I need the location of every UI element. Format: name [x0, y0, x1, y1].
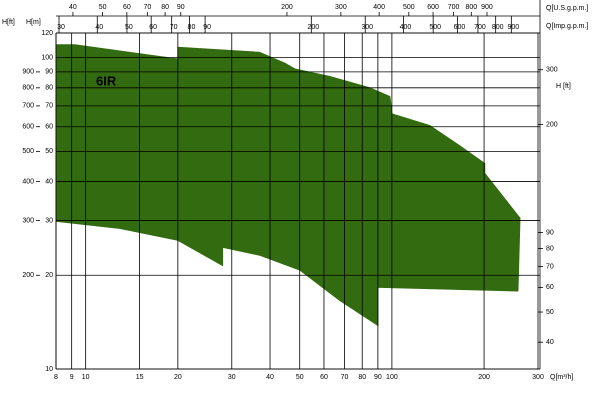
y-tick-label: 50	[45, 148, 53, 155]
x2-tick-label: 800	[465, 4, 477, 11]
x-tick-label: 15	[136, 374, 144, 381]
x2-tick-label: 90	[177, 4, 185, 11]
x2-tick-label: 80	[161, 4, 169, 11]
x3-tick-label: 500	[429, 24, 441, 31]
y2-tick-label: 90	[546, 229, 554, 236]
y-tick-label: 70	[45, 103, 53, 110]
x3-tick-label: 900	[507, 24, 519, 31]
x-tick-label: 60	[320, 374, 328, 381]
x3-tick-label: 60	[149, 24, 157, 31]
x2-tick-label: 40	[69, 4, 77, 11]
x-tick-label: 40	[266, 374, 274, 381]
x2-label: Q[U.S.g.p.m.]	[546, 5, 588, 12]
y2-tick-label: 300	[546, 67, 558, 74]
x3-tick-label: 80	[188, 24, 196, 31]
x-tick-label: 80	[358, 374, 366, 381]
x2-tick-label: 700	[448, 4, 460, 11]
x-tick-label: 70	[341, 374, 349, 381]
x3-tick-label: 200	[307, 24, 319, 31]
y2-label: H [ft]	[556, 83, 571, 90]
y3-tick-label: 300	[22, 217, 34, 224]
x3-label: Q[Imp.g.p.m.]	[546, 23, 588, 30]
x-tick-label: 20	[174, 374, 182, 381]
x2-tick-label: 50	[99, 4, 107, 11]
x3-tick-label: 700	[474, 24, 486, 31]
x-tick-label: 200	[478, 374, 490, 381]
x3-tick-label: 600	[454, 24, 466, 31]
y2-tick-label: 80	[546, 245, 554, 252]
y2-tick-label: 200	[546, 121, 558, 128]
x-tick-label: 50	[296, 374, 304, 381]
y-tick-label: 40	[45, 178, 53, 185]
x-tick-label: 100	[386, 374, 398, 381]
y-tick-label: 100	[41, 54, 53, 61]
x-tick-label: 30	[228, 374, 236, 381]
x3-tick-label: 30	[57, 24, 65, 31]
x2-tick-label: 500	[403, 4, 415, 11]
x3-tick-label: 90	[203, 24, 211, 31]
performance-area	[55, 44, 521, 327]
y3-tick-label: 400	[22, 178, 34, 185]
x2-tick-label: 70	[143, 4, 151, 11]
x-tick-label: 8	[54, 374, 58, 381]
x-label: Q[m³/h]	[550, 374, 573, 381]
y-tick-label: 20	[45, 272, 53, 279]
y3-tick-label: 900	[22, 69, 34, 76]
y-tick-label: 10	[45, 366, 53, 373]
annotation: 6IR	[96, 73, 117, 88]
y2-tick-label: 50	[546, 309, 554, 316]
y-tick-label: 80	[45, 85, 53, 92]
x-tick-label: 9	[70, 374, 74, 381]
x3-tick-label: 400	[400, 24, 412, 31]
y-tick-label: 90	[45, 69, 53, 76]
x3-tick-label: 300	[361, 24, 373, 31]
y-tick-label: 30	[45, 217, 53, 224]
y3-tick-label: 700	[22, 103, 34, 110]
y3-tick-label: 200	[22, 272, 34, 279]
x3-tick-label: 70	[170, 24, 178, 31]
x-tick-label: 10	[82, 374, 90, 381]
x3-tick-label: 40	[95, 24, 103, 31]
y3-label: H[ft]	[2, 19, 15, 26]
x2-tick-label: 200	[281, 4, 293, 11]
x3-tick-label: 50	[125, 24, 133, 31]
x3-tick-label: 800	[492, 24, 504, 31]
y2-tick-label: 60	[546, 284, 554, 291]
y3-tick-label: 600	[22, 124, 34, 131]
x-tick-label: 90	[374, 374, 382, 381]
y-tick-label: 120	[41, 30, 53, 37]
x2-tick-label: 900	[481, 4, 493, 11]
y3-tick-label: 500	[22, 148, 34, 155]
y-label: H[m]	[26, 19, 41, 26]
y2-tick-label: 70	[546, 263, 554, 270]
x-tick-label: 300	[532, 374, 544, 381]
y3-tick-label: 800	[22, 85, 34, 92]
x2-tick-label: 300	[335, 4, 347, 11]
x2-tick-label: 400	[373, 4, 385, 11]
y2-tick-label: 40	[546, 339, 554, 346]
x2-tick-label: 600	[427, 4, 439, 11]
x2-tick-label: 60	[123, 4, 131, 11]
y-tick-label: 60	[45, 124, 53, 131]
